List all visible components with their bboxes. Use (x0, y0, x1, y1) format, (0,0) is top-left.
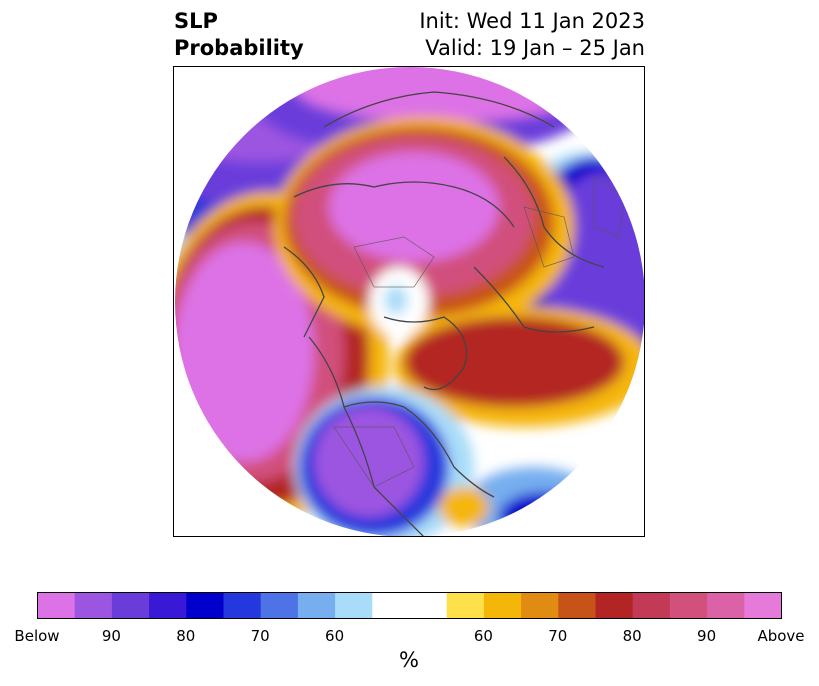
colorbar-tick-label: 90 (101, 627, 121, 645)
colorbar-tick-label: 80 (622, 627, 642, 645)
map-title-right: Init: Wed 11 Jan 2023 Valid: 19 Jan – 25… (330, 8, 645, 62)
probability-field (175, 67, 644, 536)
colorbar-segment (632, 592, 671, 619)
probability-map (175, 67, 644, 536)
colorbar-segment (446, 592, 485, 619)
colorbar (37, 592, 782, 619)
colorbar-segment (111, 592, 150, 619)
title-product: Probability (174, 36, 304, 60)
colorbar-segment (558, 592, 596, 619)
colorbar-segment (483, 592, 522, 619)
colorbar-segment (669, 592, 708, 619)
colorbar-border (37, 592, 782, 619)
title-variable: SLP (174, 9, 218, 33)
init-date: Init: Wed 11 Jan 2023 (419, 9, 645, 33)
colorbar-tick-label: 80 (176, 627, 196, 645)
colorbar-segment (521, 592, 559, 619)
polar-map-panel (173, 66, 645, 537)
colorbar-tick-label: 60 (325, 627, 345, 645)
colorbar-segment (409, 592, 448, 619)
colorbar-segment (595, 592, 634, 619)
colorbar-segment (335, 592, 373, 619)
colorbar-segment (744, 592, 782, 619)
colorbar-tick-label: 60 (473, 627, 493, 645)
colorbar-segment (37, 592, 76, 619)
valid-range: Valid: 19 Jan – 25 Jan (425, 36, 645, 60)
colorbar-segment (260, 592, 299, 619)
colorbar-segment (372, 592, 410, 619)
colorbar-tick-label: 70 (548, 627, 568, 645)
colorbar-segment (297, 592, 336, 619)
map-title-left: SLP Probability (174, 8, 304, 62)
colorbar-segment (149, 592, 187, 619)
colorbar-segment (186, 592, 224, 619)
colorbar-tick-label: Above (757, 627, 805, 645)
colorbar-tick-label: 90 (697, 627, 717, 645)
colorbar-segment (707, 592, 745, 619)
coastlines (283, 91, 605, 536)
colorbar-segment (223, 592, 262, 619)
colorbar-unit: % (399, 648, 419, 672)
colorbar-tick-label: Below (14, 627, 60, 645)
colorbar-tick-label: 70 (250, 627, 270, 645)
colorbar-segment (74, 592, 113, 619)
